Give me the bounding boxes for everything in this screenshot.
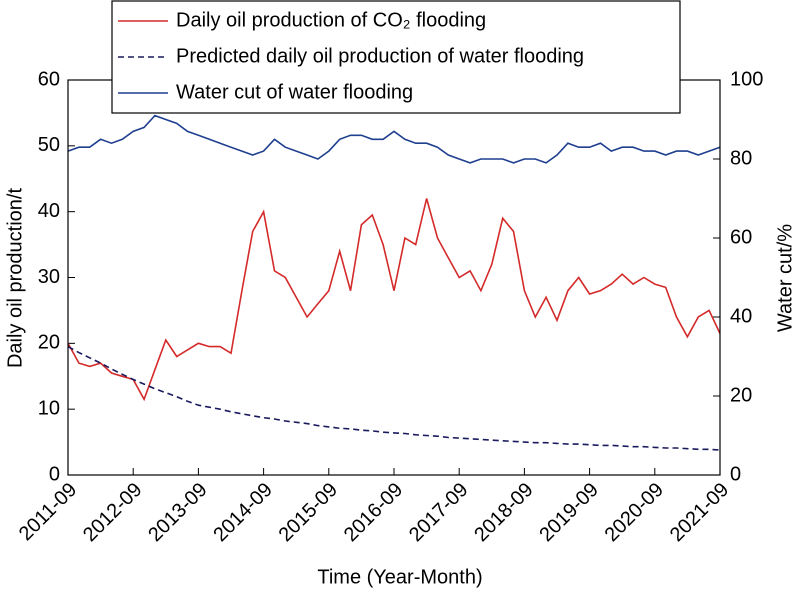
- series-line: [67, 114, 721, 164]
- plot-frame: [67, 79, 721, 476]
- legend-label: Daily oil production of CO₂ flooding: [176, 9, 486, 31]
- x-tick-label: 2016-09: [340, 479, 407, 546]
- x-tick-label: 2014-09: [209, 479, 276, 546]
- y-tick-label: 0: [49, 463, 60, 485]
- x-tick-label: 2013-09: [144, 479, 211, 546]
- y-tick-label: 10: [38, 397, 60, 419]
- y2-tick-label: 100: [730, 68, 763, 90]
- y2-tick-label: 80: [730, 147, 752, 169]
- series-line: [67, 345, 721, 451]
- legend-label: Predicted daily oil production of water …: [176, 45, 584, 67]
- y-tick-label: 50: [38, 134, 60, 156]
- legend-box: [111, 0, 681, 114]
- y-axis-label: Daily oil production/t: [4, 188, 26, 369]
- x-tick-label: 2019-09: [535, 479, 602, 546]
- x-tick-label: 2017-09: [405, 479, 472, 546]
- y2-axis-label: Water cut/%: [774, 224, 796, 332]
- x-tick-label: 2021-09: [666, 479, 733, 546]
- x-tick-label: 2020-09: [601, 479, 668, 546]
- y2-tick-label: 40: [730, 305, 752, 327]
- x-tick-label: 2018-09: [470, 479, 537, 546]
- legend-label: Water cut of water flooding: [176, 81, 413, 103]
- y2-tick-label: 20: [730, 384, 752, 406]
- y-tick-label: 30: [38, 266, 60, 288]
- y-tick-label: 60: [38, 68, 60, 90]
- y-tick-label: 20: [38, 332, 60, 354]
- series-line: [67, 198, 721, 402]
- x-tick-label: 2015-09: [275, 479, 342, 546]
- y2-tick-label: 60: [730, 226, 752, 248]
- x-axis-label: Time (Year-Month): [317, 566, 482, 588]
- x-tick-label: 2012-09: [79, 479, 146, 546]
- y-tick-label: 40: [38, 200, 60, 222]
- x-tick-label: 2011-09: [15, 479, 81, 545]
- y2-tick-label: 0: [730, 463, 741, 485]
